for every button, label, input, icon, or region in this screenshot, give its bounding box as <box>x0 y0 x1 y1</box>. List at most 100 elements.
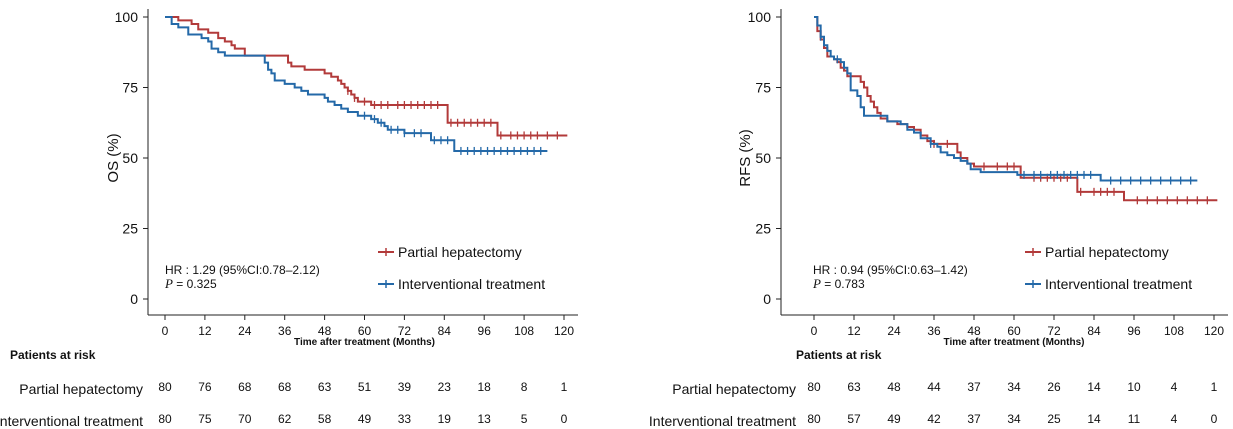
os-x-tick-label: 24 <box>238 324 252 338</box>
os-panel: 0 25 50 75 100 0 12 24 36 48 60 72 84 96 108 120 Time af… <box>0 0 616 429</box>
rfs-x-tick-label: 72 <box>1047 324 1061 338</box>
os-x-tick-label: 96 <box>478 324 492 338</box>
rfs-risk-value: 34 <box>1007 380 1021 394</box>
os-risk-value: 23 <box>437 380 451 394</box>
os-risk-value: 1 <box>560 380 568 394</box>
os-risk-value: 49 <box>357 412 372 426</box>
rfs-risk-value: 48 <box>887 380 901 394</box>
rfs-x-tick-label: 48 <box>967 324 981 338</box>
rfs-risk-value: 26 <box>1047 380 1061 394</box>
os-risk-value: 62 <box>278 412 292 426</box>
os-risk-value: 18 <box>477 380 491 394</box>
os-risk-value: 0 <box>560 412 568 426</box>
rfs-risk-value: 49 <box>887 412 901 426</box>
os-y-tick-label: 100 <box>115 9 139 25</box>
os-risk-value: 39 <box>397 380 412 394</box>
os-y-tick-label: 50 <box>122 150 138 166</box>
rfs-chart: 0 25 50 75 100 0 12 24 36 48 60 72 84 96 108 120 Time af… <box>737 9 1228 348</box>
rfs-risk-title: Patients at risk <box>796 348 882 362</box>
rfs-risk-value: 80 <box>807 380 821 394</box>
os-x-tick-label: 108 <box>514 324 534 338</box>
os-x-tick-label: 120 <box>554 324 574 338</box>
rfs-x-tick-label: 108 <box>1164 324 1184 338</box>
rfs-risk-value: 4 <box>1170 412 1178 426</box>
rfs-risk-value: 63 <box>847 380 861 394</box>
os-y-axis-label: OS (%) <box>105 133 122 182</box>
os-risk-value: 80 <box>158 380 172 394</box>
rfs-x-tick-label: 24 <box>887 324 901 338</box>
rfs-risk-label-partial: Partial hepatectomy <box>672 381 796 397</box>
rfs-risk-value: 10 <box>1127 380 1141 394</box>
os-hr-text: HR : 1.29 (95%CI:0.78–2.12) <box>165 263 320 277</box>
rfs-x-tick-label: 12 <box>847 324 861 338</box>
os-x-tick-label: 72 <box>398 324 412 338</box>
os-p-text: P = 0.325 <box>165 276 217 292</box>
os-x-tick-label: 60 <box>358 324 372 338</box>
os-risk-label-partial: Partial hepatectomy <box>19 381 143 397</box>
rfs-risk-label-interventional: Interventional treatment <box>648 413 796 429</box>
rfs-x-tick-label: 60 <box>1007 324 1021 338</box>
rfs-hr-text: HR : 0.94 (95%CI:0.63–1.42) <box>813 263 968 277</box>
os-risk-value: 13 <box>477 412 491 426</box>
rfs-risk-value: 34 <box>1007 412 1021 426</box>
os-risk-value: 68 <box>238 380 252 394</box>
rfs-y-axis-label: RFS (%) <box>737 129 754 187</box>
os-x-axis-label: Time after treatment (Months) <box>294 337 435 348</box>
os-legend-label-partial: Partial hepatectomy <box>398 244 522 260</box>
rfs-x-tick-label: 36 <box>927 324 941 338</box>
rfs-risk-value: 4 <box>1170 380 1178 394</box>
os-x-tick-label: 12 <box>198 324 212 338</box>
rfs-risk-value: 0 <box>1210 412 1218 426</box>
rfs-x-tick-label: 84 <box>1087 324 1101 338</box>
os-risk-value: 33 <box>397 412 412 426</box>
rfs-risk-value: 14 <box>1087 412 1101 426</box>
rfs-y-tick-label: 25 <box>755 221 771 237</box>
os-risk-label-interventional: Interventional treatment <box>0 413 143 429</box>
rfs-risk-value: 1 <box>1210 380 1218 394</box>
os-risk-title: Patients at risk <box>10 348 96 362</box>
os-series-line-interventional <box>165 16 548 152</box>
rfs-y-tick-label: 100 <box>748 9 772 25</box>
os-risk-value: 75 <box>198 412 212 426</box>
os-chart: 0 25 50 75 100 0 12 24 36 48 60 72 84 96 108 120 Time af… <box>105 9 578 348</box>
os-risk-value: 80 <box>158 412 172 426</box>
os-risk-value: 19 <box>437 412 451 426</box>
os-risk-value: 51 <box>357 380 372 394</box>
rfs-y-tick-label: 0 <box>763 291 771 307</box>
os-x-tick-label: 84 <box>438 324 452 338</box>
os-stats: HR : 1.29 (95%CI:0.78–2.12) P = 0.325 <box>165 263 320 291</box>
os-x-tick-label: 48 <box>318 324 332 338</box>
os-x-tick-label: 0 <box>162 324 169 338</box>
rfs-risk-value: 14 <box>1087 380 1101 394</box>
os-series-line-partial <box>165 16 568 137</box>
rfs-risk-value: 42 <box>927 412 941 426</box>
os-risk-value: 8 <box>520 380 528 394</box>
rfs-stats: HR : 0.94 (95%CI:0.63–1.42) P = 0.783 <box>813 263 968 291</box>
os-y-tick-label: 0 <box>130 291 138 307</box>
os-y-tick-label: 75 <box>122 80 138 96</box>
os-risk-value: 76 <box>198 380 212 394</box>
rfs-x-tick-label: 0 <box>811 324 818 338</box>
os-risk-value: 63 <box>317 380 332 394</box>
os-legend-label-interventional: Interventional treatment <box>398 276 545 292</box>
rfs-legend-label-partial: Partial hepatectomy <box>1045 244 1169 260</box>
rfs-risk-value: 80 <box>807 412 821 426</box>
rfs-x-tick-label: 96 <box>1127 324 1141 338</box>
rfs-risk-value: 11 <box>1127 412 1141 426</box>
rfs-risk-value: 44 <box>927 380 941 394</box>
rfs-y-tick-label: 50 <box>755 150 771 166</box>
rfs-x-tick-label: 120 <box>1204 324 1224 338</box>
rfs-legend-label-interventional: Interventional treatment <box>1045 276 1192 292</box>
rfs-x-axis-label: Time after treatment (Months) <box>944 337 1085 348</box>
os-risk-value: 70 <box>238 412 252 426</box>
rfs-series-line-interventional <box>814 16 1198 182</box>
rfs-risk-value: 57 <box>847 412 861 426</box>
rfs-p-text: P = 0.783 <box>813 276 865 292</box>
rfs-y-tick-label: 75 <box>755 80 771 96</box>
os-risk-value: 5 <box>520 412 528 426</box>
os-risk-value: 58 <box>317 412 332 426</box>
rfs-panel: 0 25 50 75 100 0 12 24 36 48 60 72 84 96 108 120 Time af… <box>616 0 1232 429</box>
rfs-risk-value: 37 <box>967 412 981 426</box>
rfs-risk-value: 25 <box>1047 412 1061 426</box>
os-x-tick-label: 36 <box>278 324 292 338</box>
